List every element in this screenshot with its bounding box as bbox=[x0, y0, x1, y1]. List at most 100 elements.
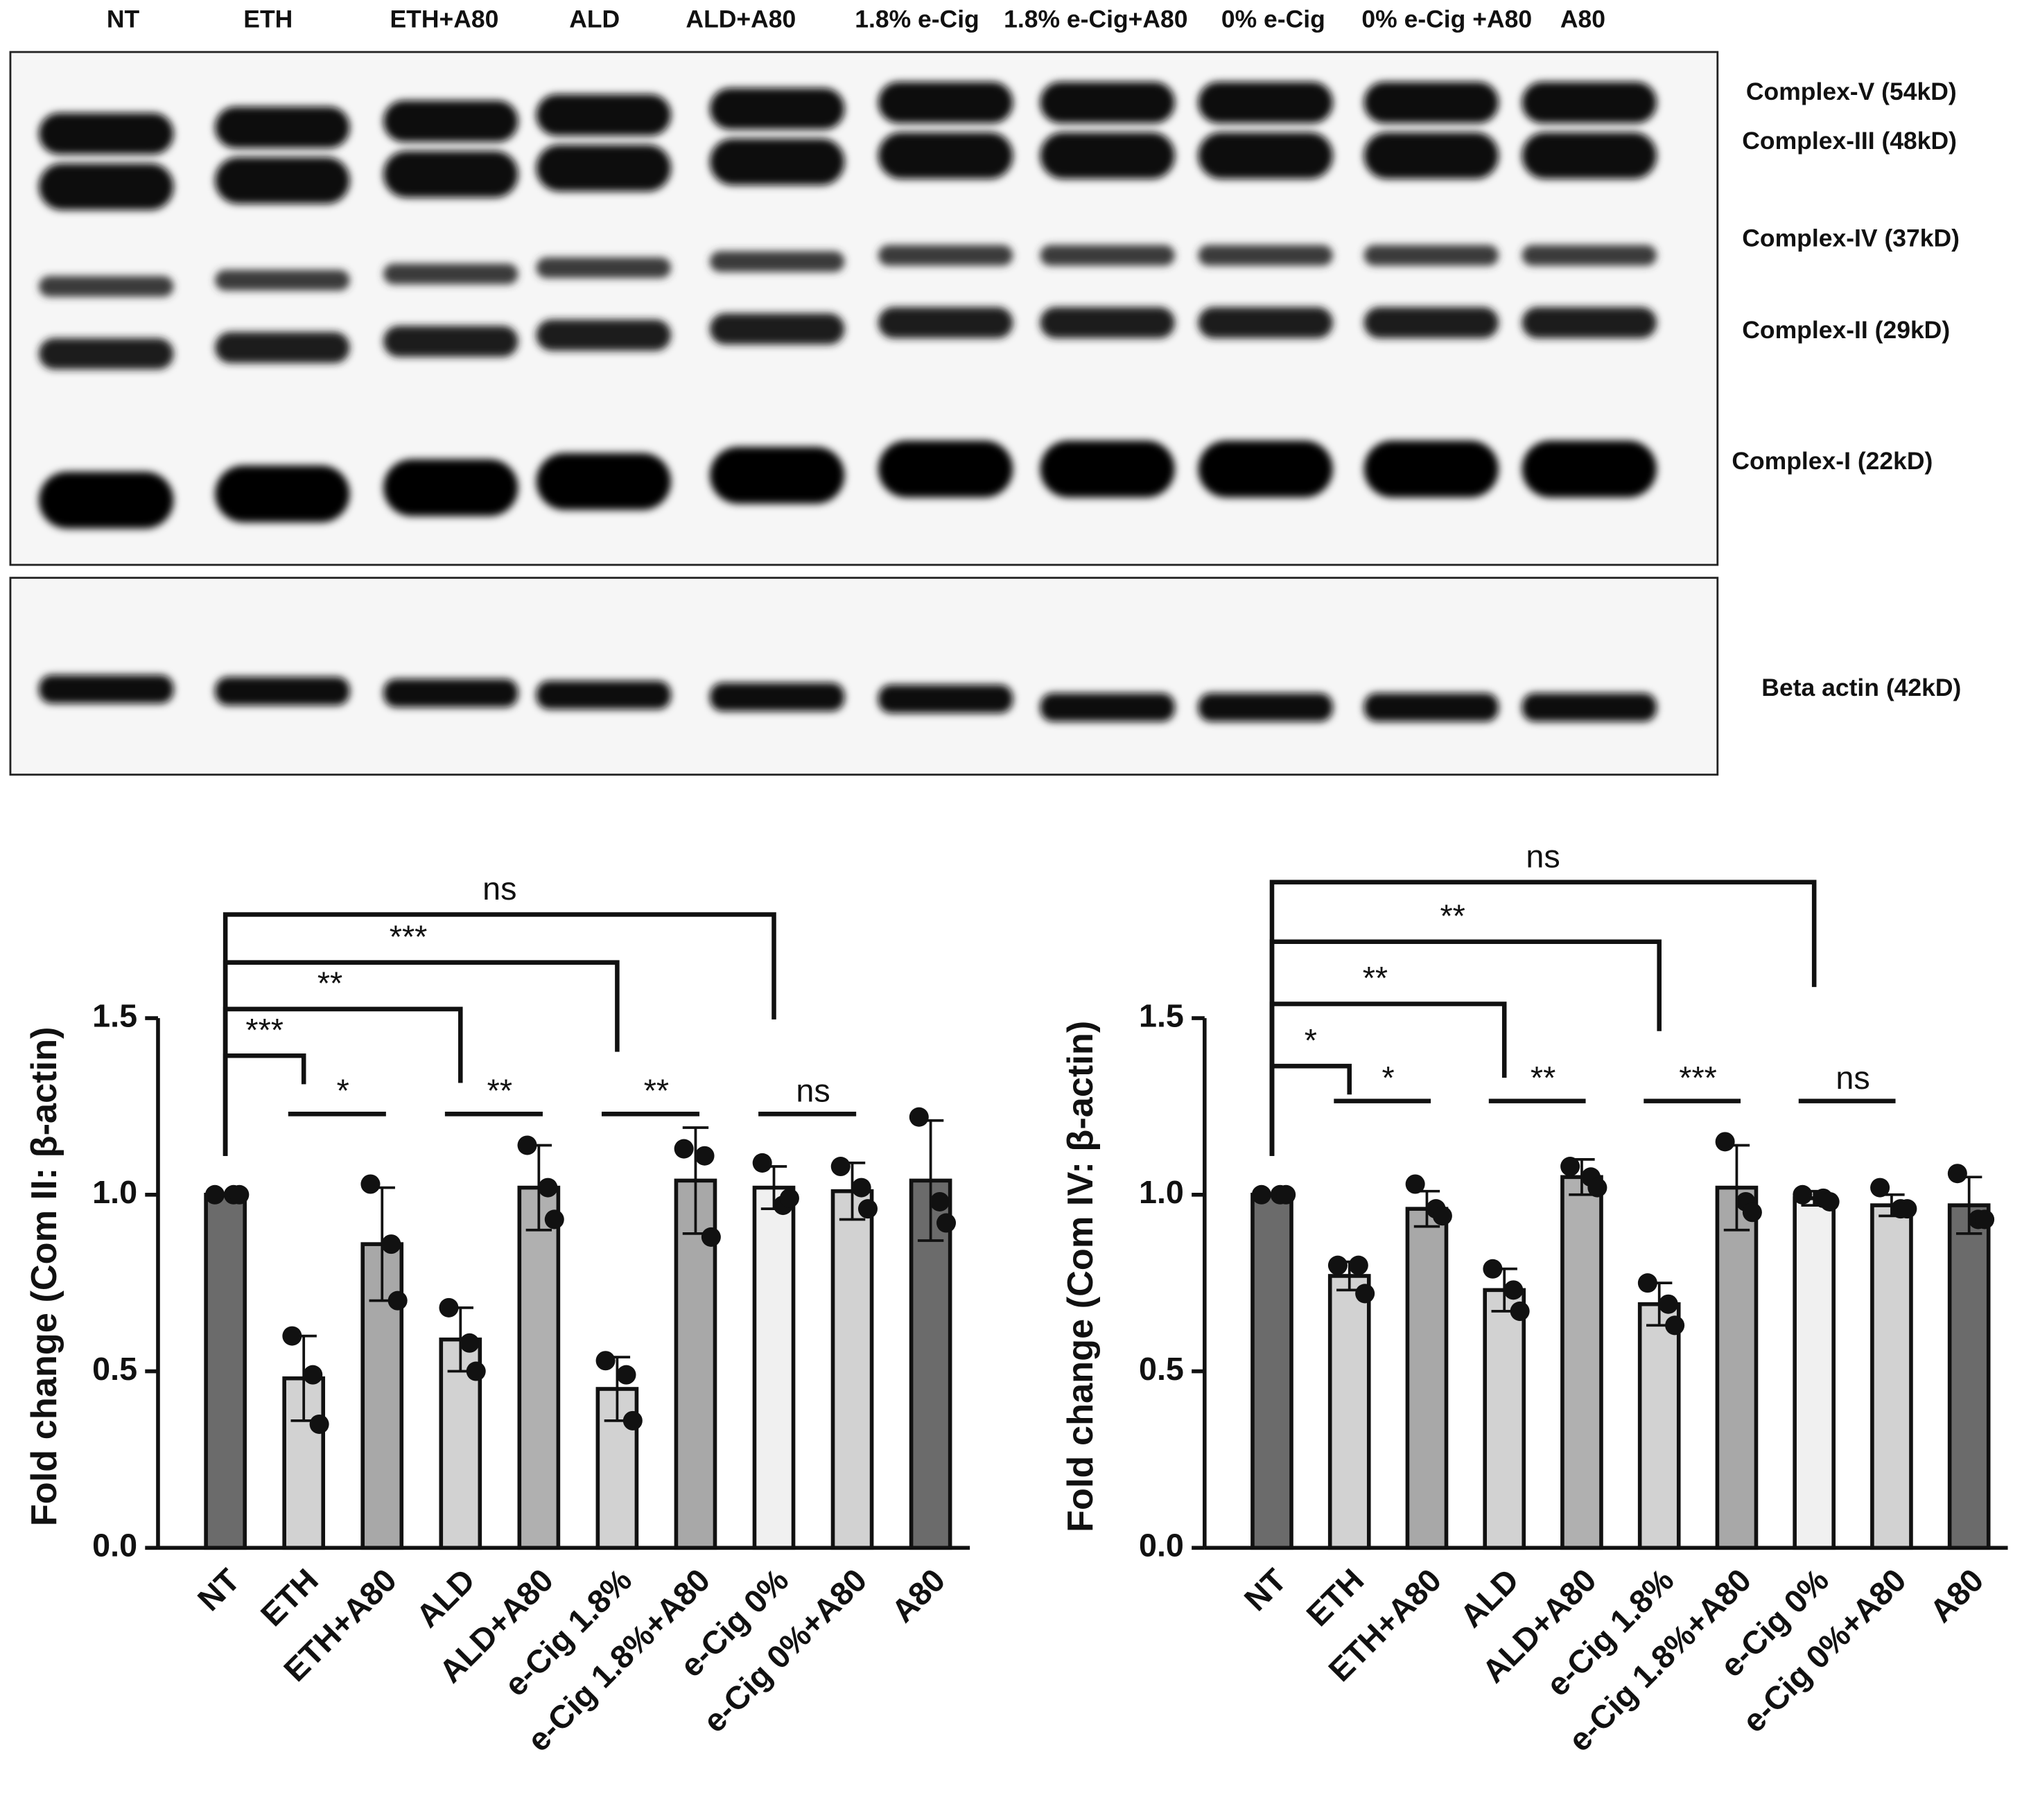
data-point bbox=[622, 1410, 643, 1430]
lane-label: 1.8% e-Cig bbox=[855, 6, 979, 33]
data-point bbox=[1820, 1191, 1840, 1211]
band bbox=[1198, 693, 1333, 722]
bar bbox=[1560, 1175, 1603, 1550]
significance-label: ns bbox=[1836, 1060, 1869, 1096]
data-point bbox=[1793, 1184, 1813, 1205]
data-point bbox=[460, 1333, 480, 1353]
x-tick-label: ALD bbox=[409, 1561, 482, 1634]
data-point bbox=[595, 1351, 616, 1371]
band bbox=[1522, 245, 1657, 266]
data-point bbox=[204, 1184, 225, 1205]
y-tick-label: 0.0 bbox=[92, 1528, 137, 1564]
band bbox=[710, 138, 845, 186]
band bbox=[1522, 693, 1657, 722]
data-point bbox=[930, 1191, 950, 1211]
band bbox=[1363, 82, 1499, 123]
data-point bbox=[701, 1227, 721, 1247]
band bbox=[215, 332, 350, 363]
band-label: Beta actin (42kD) bbox=[1761, 674, 1961, 701]
data-point bbox=[1560, 1157, 1580, 1177]
band bbox=[1040, 82, 1175, 123]
data-point bbox=[695, 1146, 715, 1166]
significance-label: ** bbox=[1440, 898, 1465, 934]
band bbox=[878, 440, 1013, 498]
band bbox=[878, 307, 1013, 339]
data-point bbox=[303, 1365, 323, 1385]
data-point bbox=[1742, 1202, 1762, 1223]
band bbox=[1040, 440, 1175, 498]
data-point bbox=[830, 1157, 851, 1177]
bar bbox=[204, 1192, 247, 1550]
data-point bbox=[1348, 1255, 1368, 1275]
band bbox=[878, 684, 1013, 713]
data-point bbox=[538, 1178, 558, 1198]
band bbox=[1522, 307, 1657, 339]
data-point bbox=[381, 1234, 401, 1254]
band bbox=[1522, 440, 1657, 498]
significance-label: ns bbox=[1526, 839, 1560, 875]
data-point bbox=[1897, 1199, 1917, 1219]
lane-label: A80 bbox=[1560, 6, 1605, 33]
data-point bbox=[1503, 1280, 1524, 1300]
band-label: Complex-IV (37kD) bbox=[1742, 224, 1960, 252]
bar bbox=[1637, 1302, 1681, 1550]
band bbox=[878, 245, 1013, 266]
x-tick-label: ETH bbox=[254, 1561, 325, 1633]
data-point bbox=[439, 1297, 459, 1318]
band bbox=[215, 465, 350, 523]
data-point bbox=[1251, 1184, 1271, 1205]
data-point bbox=[674, 1139, 694, 1159]
band bbox=[39, 674, 174, 703]
significance-bracket bbox=[223, 912, 776, 1156]
lane-label: ETH bbox=[243, 6, 293, 33]
band bbox=[215, 270, 350, 291]
band bbox=[383, 263, 518, 285]
bar bbox=[1483, 1288, 1526, 1550]
significance-label: *** bbox=[1679, 1060, 1717, 1096]
significance-label: *** bbox=[245, 1012, 284, 1048]
data-point bbox=[360, 1174, 381, 1194]
band bbox=[39, 276, 174, 297]
significance-label: * bbox=[1382, 1060, 1395, 1096]
data-point bbox=[1276, 1184, 1296, 1205]
significance-bracket bbox=[223, 1053, 306, 1156]
significance-label: ** bbox=[487, 1073, 512, 1109]
band bbox=[1040, 132, 1175, 180]
lane-label: 0% e-Cig +A80 bbox=[1361, 6, 1532, 33]
data-point bbox=[466, 1361, 486, 1381]
significance-label: * bbox=[1305, 1022, 1317, 1058]
significance-bracket bbox=[1269, 1063, 1352, 1156]
y-axis-label: Fold change (Com II: β-actin) bbox=[24, 1026, 64, 1526]
data-point bbox=[616, 1365, 636, 1385]
data-point bbox=[1355, 1284, 1375, 1304]
band bbox=[39, 471, 174, 529]
band bbox=[878, 132, 1013, 180]
x-tick-label: A80 bbox=[884, 1561, 952, 1629]
band bbox=[1522, 132, 1657, 180]
data-point bbox=[282, 1326, 302, 1346]
x-tick-label: A80 bbox=[1923, 1561, 1990, 1629]
band bbox=[39, 112, 174, 155]
band bbox=[710, 683, 845, 712]
x-tick-label: NT bbox=[1237, 1561, 1293, 1618]
data-point bbox=[1658, 1294, 1678, 1314]
x-tick-label: ETH bbox=[1300, 1561, 1371, 1633]
band bbox=[39, 163, 174, 211]
lane-label: ALD+A80 bbox=[686, 6, 796, 33]
significance-bracket bbox=[1269, 880, 1817, 1156]
band-label: Complex-I (22kD) bbox=[1732, 447, 1933, 475]
y-tick-label: 1.0 bbox=[92, 1174, 137, 1210]
band bbox=[536, 453, 671, 510]
loading-panel bbox=[9, 577, 1719, 776]
significance-label: ns bbox=[482, 870, 516, 907]
band bbox=[536, 257, 671, 279]
lane-label: ETH+A80 bbox=[390, 6, 499, 33]
band-label: Complex-III (48kD) bbox=[1742, 127, 1957, 155]
significance-label: ** bbox=[644, 1073, 669, 1109]
bar bbox=[1793, 1196, 1836, 1550]
band bbox=[878, 82, 1013, 123]
significance-label: ** bbox=[317, 965, 342, 1001]
bar bbox=[1870, 1203, 1913, 1550]
band bbox=[536, 681, 671, 710]
